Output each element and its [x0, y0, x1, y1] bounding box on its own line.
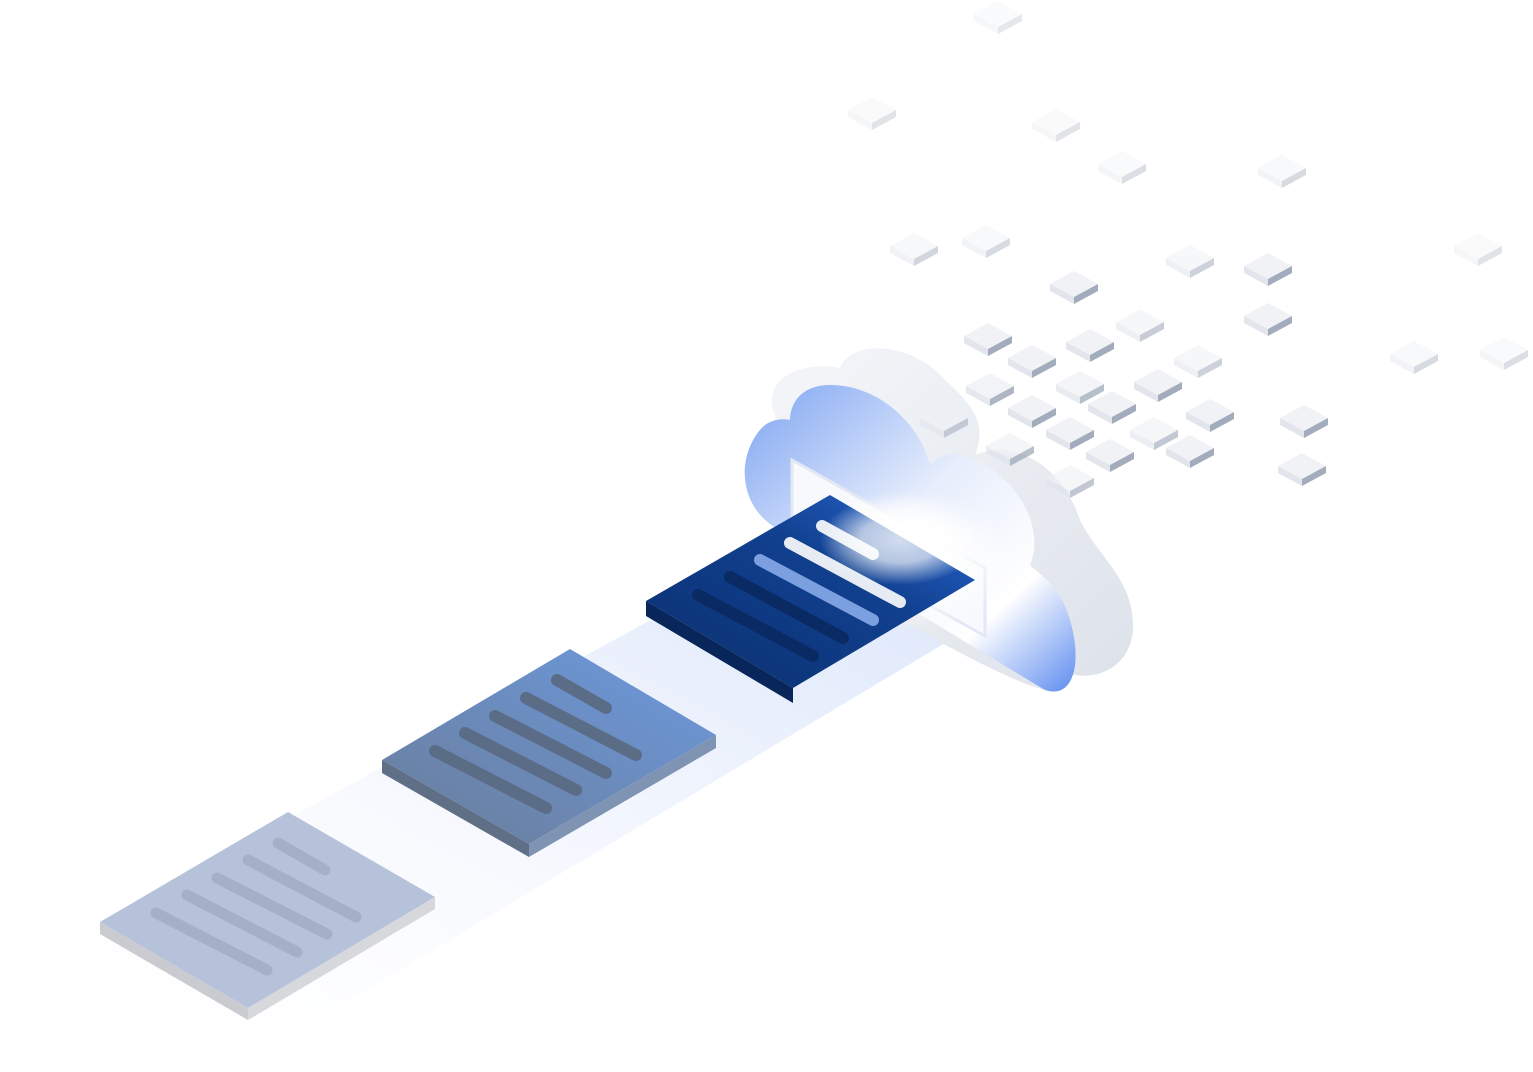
data-block-icon [964, 323, 1012, 356]
data-block-icon [1050, 271, 1098, 304]
data-block-icon [1186, 399, 1234, 432]
data-block-icon [974, 1, 1022, 34]
data-block-icon [1046, 417, 1094, 450]
data-block-icon [890, 233, 938, 266]
data-block-icon [1174, 345, 1222, 378]
data-block-icon [920, 405, 968, 438]
data-block-icon [1066, 329, 1114, 362]
data-block-icon [1134, 369, 1182, 402]
data-block-icon [1166, 245, 1214, 278]
glow [820, 495, 980, 585]
data-block-icon [962, 225, 1010, 258]
document-icon [382, 649, 716, 857]
data-block-icon [1280, 405, 1328, 438]
data-block-icon [1166, 435, 1214, 468]
data-block-icon [1454, 233, 1502, 266]
data-block-icon [1278, 453, 1326, 486]
data-block-icon [1086, 439, 1134, 472]
data-blocks [848, 1, 1528, 498]
data-block-icon [1008, 345, 1056, 378]
data-block-icon [1258, 155, 1306, 188]
data-block-icon [1390, 341, 1438, 374]
data-block-icon [1088, 391, 1136, 424]
data-block-icon [1130, 417, 1178, 450]
document-icon [100, 812, 435, 1020]
data-block-icon [848, 97, 896, 130]
data-block-icon [986, 433, 1034, 466]
data-block-icon [1046, 465, 1094, 498]
data-block-icon [1032, 109, 1080, 142]
data-block-icon [1480, 337, 1528, 370]
data-block-icon [1056, 371, 1104, 404]
data-block-icon [1116, 309, 1164, 342]
data-block-icon [1098, 151, 1146, 184]
data-block-icon [1008, 395, 1056, 428]
data-block-icon [1244, 303, 1292, 336]
data-block-icon [1244, 253, 1292, 286]
data-block-icon [966, 373, 1014, 406]
